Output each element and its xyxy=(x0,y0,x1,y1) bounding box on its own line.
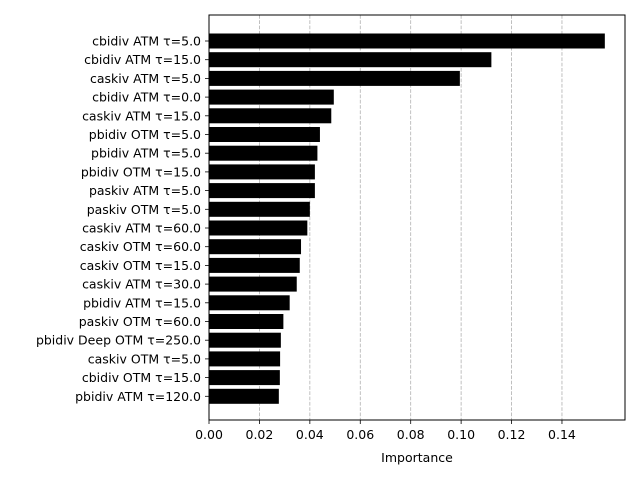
y-tick-label: caskiv OTM τ=5.0 xyxy=(88,351,201,366)
bar xyxy=(209,164,315,180)
y-tick-label: pbidiv OTM τ=5.0 xyxy=(89,127,201,142)
x-tick-label: 0.12 xyxy=(498,427,526,442)
y-tick-label: cbidiv OTM τ=15.0 xyxy=(82,370,201,385)
x-tick-label: 0.10 xyxy=(447,427,475,442)
x-tick-label: 0.02 xyxy=(246,427,274,442)
bar xyxy=(209,257,300,273)
y-axis: cbidiv ATM τ=5.0 cbidiv ATM τ=15.0 caskiv … xyxy=(36,34,209,404)
y-tick-label: paskiv ATM τ=5.0 xyxy=(89,183,201,198)
plot-frame xyxy=(208,14,626,421)
x-tick-label: 0.04 xyxy=(296,427,324,442)
bar xyxy=(209,314,284,329)
y-tick-label: cbidiv ATM τ=0.0 xyxy=(92,90,201,105)
y-tick-label: paskiv OTM τ=60.0 xyxy=(79,314,201,329)
y-tick-label: cbidiv ATM τ=15.0 xyxy=(84,52,201,67)
y-tick-label: pbidiv ATM τ=120.0 xyxy=(75,389,201,404)
y-tick-label: caskiv ATM τ=15.0 xyxy=(82,108,201,123)
y-tick-label: pbidiv ATM τ=15.0 xyxy=(83,295,201,310)
x-tick-label: 0.00 xyxy=(195,427,223,442)
x-tick-label: 0.08 xyxy=(397,427,425,442)
y-tick-label: caskiv OTM τ=60.0 xyxy=(80,239,201,254)
bar xyxy=(209,220,308,236)
bar xyxy=(209,89,334,105)
y-tick-label: caskiv ATM τ=60.0 xyxy=(82,221,201,236)
bar xyxy=(209,33,605,49)
y-tick-label: paskiv OTM τ=5.0 xyxy=(87,202,201,217)
bar xyxy=(209,332,281,348)
x-axis: 0.00 0.02 0.04 0.06 0.08 0.10 0.12 0.14 xyxy=(195,420,576,442)
y-tick-label: pbidiv OTM τ=15.0 xyxy=(81,164,201,179)
bar xyxy=(209,276,297,292)
y-tick-label: caskiv ATM τ=5.0 xyxy=(90,71,201,86)
y-tick-label: pbidiv ATM τ=5.0 xyxy=(91,146,201,161)
y-tick-label: cbidiv ATM τ=5.0 xyxy=(92,34,201,49)
y-tick-label: caskiv OTM τ=15.0 xyxy=(80,258,201,273)
bar xyxy=(209,295,290,311)
bar xyxy=(209,70,460,86)
bar xyxy=(209,127,320,142)
bar xyxy=(209,145,318,161)
bar xyxy=(209,239,302,255)
bars xyxy=(209,33,605,404)
bar xyxy=(209,388,279,404)
bar xyxy=(209,351,281,367)
x-axis-label: Importance xyxy=(381,450,453,465)
bar xyxy=(209,370,280,386)
y-tick-label: caskiv ATM τ=30.0 xyxy=(82,277,201,292)
bar xyxy=(209,183,315,199)
bar xyxy=(209,108,332,124)
y-tick-label: pbidiv Deep OTM τ=250.0 xyxy=(36,333,201,348)
bar xyxy=(209,52,492,68)
bar xyxy=(209,201,310,217)
x-tick-label: 0.14 xyxy=(548,427,576,442)
x-tick-label: 0.06 xyxy=(346,427,374,442)
